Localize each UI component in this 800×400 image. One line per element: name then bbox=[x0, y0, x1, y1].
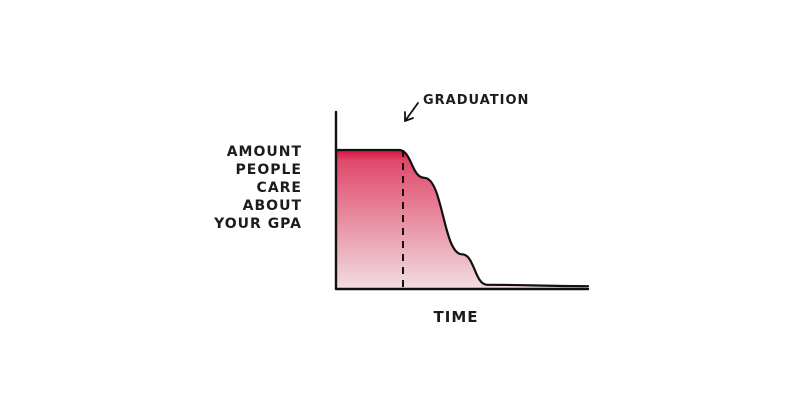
annotation-arrow bbox=[404, 102, 419, 122]
y-axis-label: AMOUNT PEOPLE CARE ABOUT YOUR GPA bbox=[213, 144, 302, 232]
area-fill bbox=[336, 150, 588, 289]
y-axis-label-line-0: AMOUNT bbox=[227, 144, 302, 160]
graduation-annotation: GRADUATION bbox=[423, 93, 529, 108]
y-axis-label-line-4: YOUR GPA bbox=[213, 216, 302, 232]
y-axis-label-line-3: ABOUT bbox=[243, 198, 302, 214]
y-axis-label-line-1: PEOPLE bbox=[236, 162, 302, 178]
series-line bbox=[334, 148, 590, 288]
y-axis-label-line-2: CARE bbox=[257, 180, 302, 196]
x-axis-label: TIME bbox=[434, 308, 479, 326]
